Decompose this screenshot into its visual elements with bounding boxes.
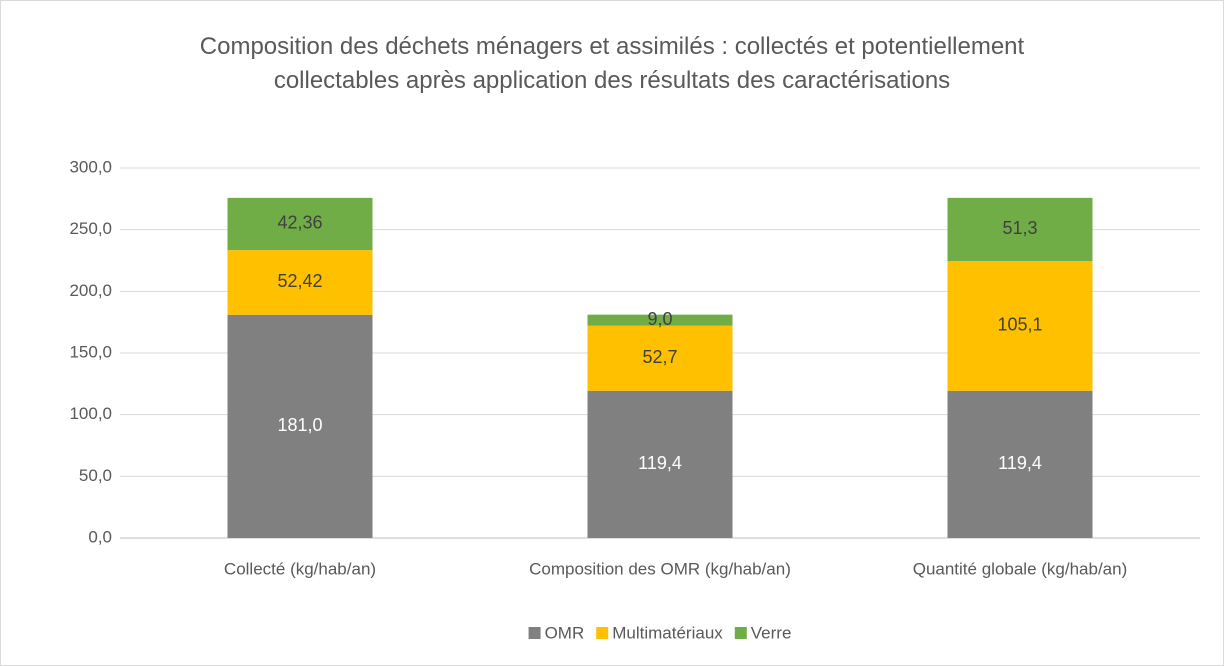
bar-segment	[947, 390, 1093, 538]
bar-segment	[587, 390, 733, 538]
x-tick-label: Collecté (kg/hab/an)	[224, 559, 376, 578]
data-label: 42,36	[277, 213, 322, 233]
bar-segment	[587, 325, 733, 391]
legend-swatch	[596, 627, 609, 639]
data-label: 52,7	[642, 347, 677, 367]
legend-label: Multimatériaux	[612, 623, 723, 642]
data-label: 119,4	[998, 453, 1042, 473]
y-tick-label: 250,0	[69, 219, 112, 238]
y-tick-label: 300,0	[69, 157, 112, 176]
chart-title: Composition des déchets ménagers et assi…	[199, 33, 1025, 94]
data-label: 105,1	[997, 315, 1042, 335]
bar-segment	[227, 197, 373, 251]
x-tick-label: Composition des OMR (kg/hab/an)	[529, 559, 791, 578]
y-tick-label: 100,0	[69, 404, 112, 423]
data-label: 181,0	[277, 415, 322, 435]
bar-segment	[947, 261, 1093, 391]
bar-segment	[947, 197, 1093, 262]
bar-segment	[227, 250, 373, 315]
data-label: 52,42	[277, 271, 322, 291]
y-tick-label: 0,0	[88, 527, 112, 546]
legend-label: Verre	[751, 623, 792, 642]
bar-segment	[227, 314, 373, 538]
x-tick-label: Quantité globale (kg/hab/an)	[913, 559, 1128, 578]
y-tick-label: 50,0	[79, 466, 112, 485]
y-tick-label: 200,0	[69, 281, 112, 300]
data-label: 119,4	[638, 453, 682, 473]
y-tick-label: 150,0	[69, 342, 112, 361]
bar-segment	[587, 314, 733, 326]
data-label: 9,0	[647, 309, 672, 329]
legend-swatch	[734, 627, 747, 639]
legend-swatch	[528, 627, 541, 639]
data-label: 51,3	[1002, 218, 1037, 238]
legend-label: OMR	[545, 623, 585, 642]
